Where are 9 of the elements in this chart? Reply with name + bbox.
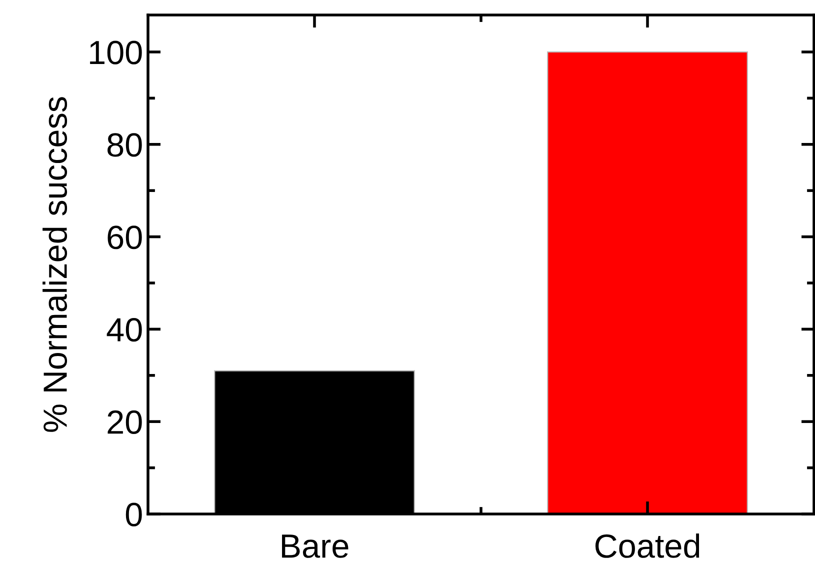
y-tick-label: 100 bbox=[90, 40, 142, 64]
y-tick-label: 20 bbox=[108, 410, 142, 434]
y-tick-label: 80 bbox=[108, 133, 142, 157]
x-tick-label: Bare bbox=[282, 534, 348, 558]
y-tick-label: 40 bbox=[106, 318, 142, 342]
y-axis-title: % Normalized success bbox=[42, 97, 68, 432]
y-tick-label: 60 bbox=[108, 226, 142, 250]
x-tick-label: Coated bbox=[595, 533, 700, 558]
y-tick-label: 0 bbox=[126, 502, 142, 526]
